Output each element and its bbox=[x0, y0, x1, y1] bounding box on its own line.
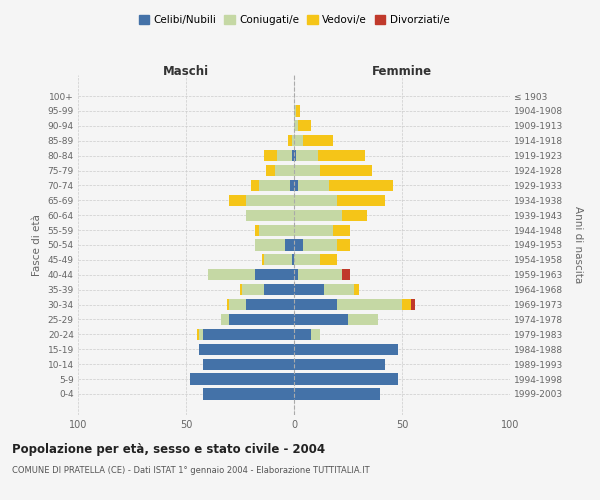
Bar bbox=[341, 210, 367, 221]
Bar bbox=[318, 150, 365, 161]
Text: COMUNE DI PRATELLA (CE) - Dati ISTAT 1° gennaio 2004 - Elaborazione TUTTITALIA.I: COMUNE DI PRATELLA (CE) - Dati ISTAT 1° … bbox=[12, 466, 370, 475]
Bar bbox=[229, 314, 294, 325]
Bar bbox=[251, 180, 259, 191]
Bar bbox=[203, 388, 294, 400]
Bar bbox=[355, 284, 359, 296]
Text: Popolazione per età, sesso e stato civile - 2004: Popolazione per età, sesso e stato civil… bbox=[12, 442, 325, 456]
Bar bbox=[294, 358, 385, 370]
Text: Femmine: Femmine bbox=[372, 65, 432, 78]
Text: Maschi: Maschi bbox=[163, 65, 209, 78]
Bar bbox=[337, 299, 402, 310]
Bar bbox=[247, 299, 294, 310]
Bar bbox=[255, 224, 259, 235]
Bar bbox=[410, 299, 415, 310]
Bar bbox=[247, 194, 294, 206]
Bar bbox=[294, 284, 324, 296]
Bar bbox=[227, 299, 229, 310]
Bar bbox=[264, 284, 294, 296]
Bar bbox=[242, 284, 264, 296]
Bar bbox=[348, 314, 378, 325]
Bar bbox=[190, 374, 294, 384]
Bar bbox=[292, 135, 294, 146]
Bar bbox=[294, 224, 333, 235]
Bar bbox=[294, 194, 337, 206]
Bar bbox=[294, 135, 302, 146]
Bar bbox=[229, 299, 247, 310]
Bar bbox=[329, 180, 394, 191]
Bar bbox=[259, 180, 290, 191]
Bar bbox=[294, 210, 341, 221]
Bar bbox=[294, 299, 337, 310]
Bar bbox=[199, 344, 294, 355]
Bar bbox=[294, 106, 296, 117]
Bar bbox=[275, 165, 294, 176]
Bar bbox=[294, 329, 311, 340]
Bar bbox=[333, 224, 350, 235]
Bar bbox=[264, 254, 292, 266]
Bar bbox=[294, 240, 302, 250]
Bar bbox=[292, 150, 294, 161]
Legend: Celibi/Nubili, Coniugati/e, Vedovi/e, Divorziati/e: Celibi/Nubili, Coniugati/e, Vedovi/e, Di… bbox=[136, 12, 452, 28]
Bar bbox=[240, 284, 242, 296]
Bar bbox=[259, 224, 294, 235]
Bar bbox=[294, 180, 298, 191]
Bar bbox=[262, 254, 264, 266]
Bar bbox=[255, 240, 286, 250]
Bar bbox=[294, 120, 298, 132]
Bar bbox=[320, 165, 372, 176]
Bar bbox=[292, 254, 294, 266]
Bar bbox=[203, 358, 294, 370]
Bar bbox=[255, 269, 294, 280]
Bar bbox=[294, 269, 298, 280]
Bar bbox=[294, 374, 398, 384]
Bar bbox=[320, 254, 337, 266]
Bar bbox=[402, 299, 410, 310]
Bar bbox=[266, 165, 275, 176]
Bar bbox=[208, 269, 255, 280]
Bar bbox=[311, 329, 320, 340]
Bar bbox=[287, 135, 292, 146]
Bar bbox=[302, 240, 337, 250]
Bar bbox=[290, 180, 294, 191]
Bar bbox=[294, 388, 380, 400]
Bar bbox=[247, 210, 294, 221]
Bar bbox=[298, 180, 329, 191]
Bar bbox=[296, 150, 318, 161]
Bar bbox=[294, 150, 296, 161]
Bar bbox=[302, 135, 333, 146]
Bar bbox=[264, 150, 277, 161]
Bar bbox=[324, 284, 355, 296]
Bar bbox=[203, 329, 294, 340]
Y-axis label: Fasce di età: Fasce di età bbox=[32, 214, 42, 276]
Bar bbox=[298, 269, 341, 280]
Bar bbox=[294, 314, 348, 325]
Bar bbox=[298, 120, 311, 132]
Bar bbox=[294, 165, 320, 176]
Bar bbox=[337, 240, 350, 250]
Bar bbox=[221, 314, 229, 325]
Bar bbox=[294, 254, 320, 266]
Bar bbox=[229, 194, 247, 206]
Bar bbox=[294, 344, 398, 355]
Y-axis label: Anni di nascita: Anni di nascita bbox=[573, 206, 583, 284]
Bar bbox=[199, 329, 203, 340]
Bar bbox=[341, 269, 350, 280]
Bar bbox=[296, 106, 301, 117]
Bar bbox=[337, 194, 385, 206]
Bar bbox=[286, 240, 294, 250]
Bar bbox=[197, 329, 199, 340]
Bar bbox=[277, 150, 292, 161]
